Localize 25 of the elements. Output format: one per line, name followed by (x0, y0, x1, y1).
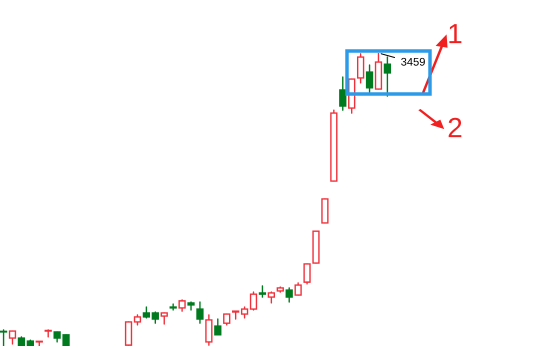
candlestick (36, 340, 43, 346)
candlestick (160, 312, 168, 325)
candlestick (250, 291, 258, 311)
candlestick (0, 329, 8, 346)
candlestick (205, 314, 213, 346)
candlestick (268, 291, 275, 304)
candlestick (124, 321, 132, 346)
candlestick (134, 314, 142, 326)
candlestick (303, 263, 311, 285)
candlestick (196, 301, 204, 324)
text: 2 (448, 118, 462, 138)
candlestick (294, 282, 302, 296)
candlestick (223, 313, 230, 326)
text: 3459 (401, 58, 425, 66)
candlestick (356, 53, 364, 84)
candlestick (214, 318, 222, 336)
candlestick (384, 56, 392, 97)
candlestick (366, 64, 374, 93)
candlestick (178, 299, 186, 312)
candlestick (44, 329, 52, 338)
candlestick (258, 285, 266, 298)
candlestick (8, 330, 16, 345)
text: 1 (449, 24, 462, 44)
candlestick (339, 76, 346, 111)
candlestick (286, 287, 293, 303)
